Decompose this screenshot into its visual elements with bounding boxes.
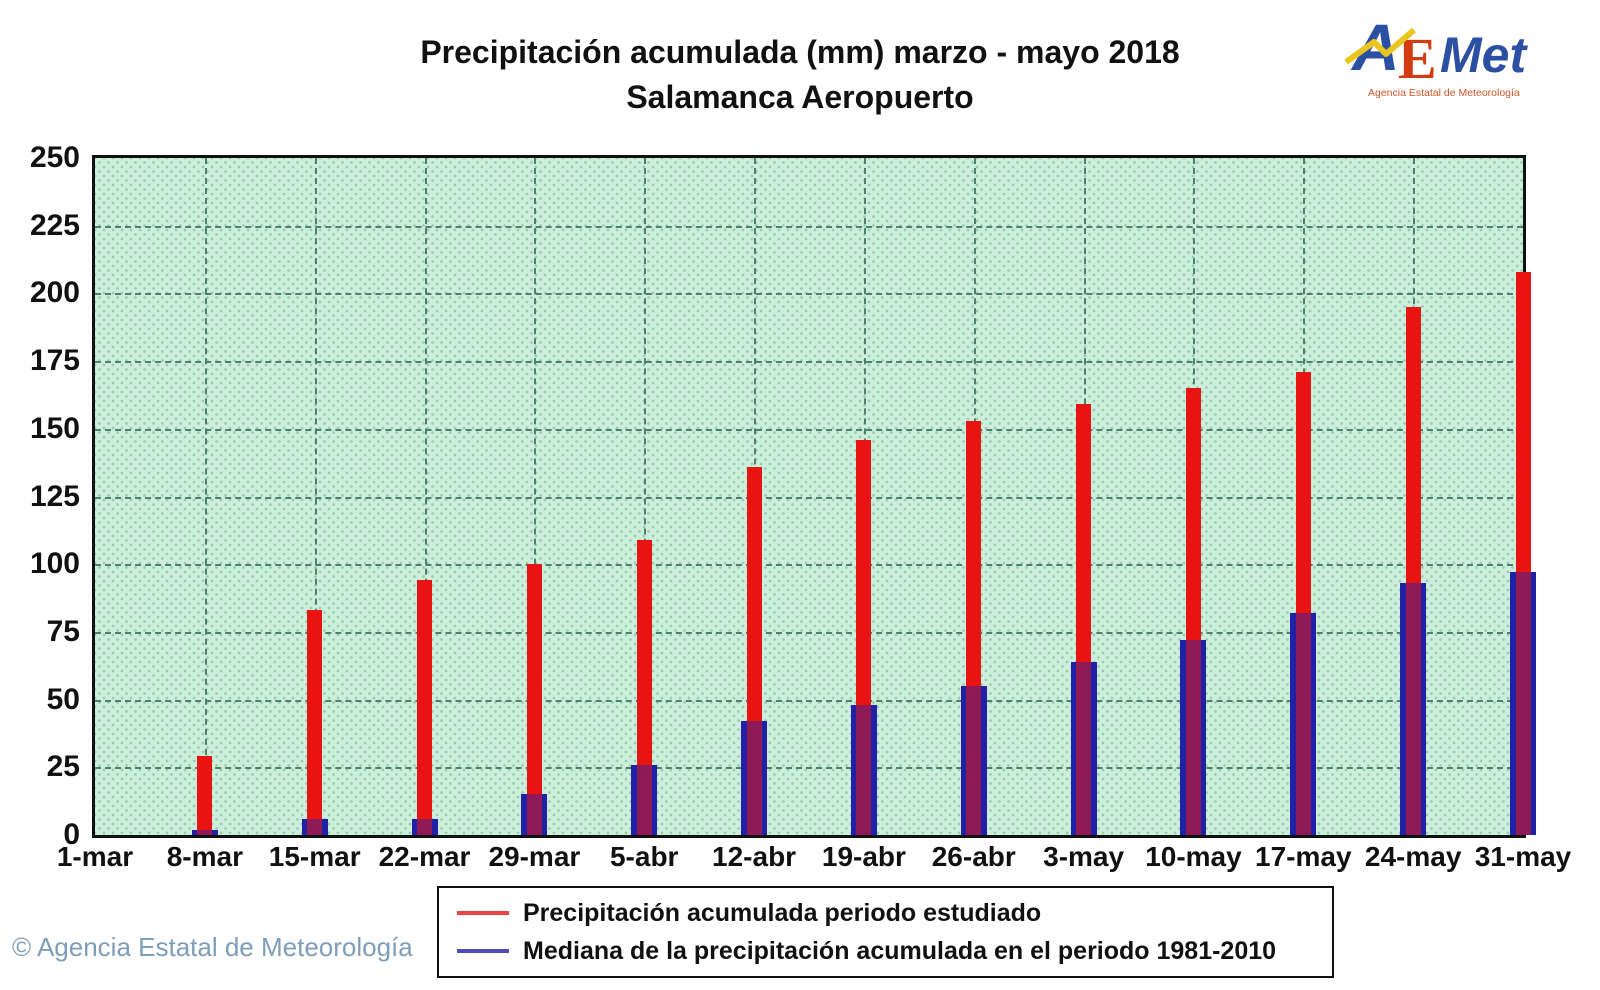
gridline-h-100 (95, 564, 1523, 567)
gridline-v-8-mar (204, 158, 207, 835)
bar-overlap-8-mar (197, 829, 213, 835)
gridline-v-29-mar (534, 158, 537, 835)
x-tick-label-15-mar: 15-mar (268, 841, 361, 872)
bar-accumulated-3-may (1076, 404, 1092, 835)
gridline-h-25 (95, 767, 1523, 770)
legend-item-1: Precipitación acumulada periodo estudiad… (457, 894, 1332, 932)
x-tick-label-3-may: 3-may (1043, 841, 1125, 872)
bar-overlap-31-may (1515, 572, 1531, 835)
bar-accumulated-12-abr (746, 466, 762, 835)
x-tick-label-24-may: 24-may (1364, 841, 1462, 872)
bar-accumulated-17-may (1295, 371, 1311, 835)
y-tick-label-225: 225 (29, 208, 80, 242)
gridline-h-150 (95, 428, 1523, 431)
y-tick-label-50: 50 (46, 682, 80, 716)
y-tick-label-175: 175 (29, 344, 80, 378)
bar-overlap-22-mar (417, 818, 433, 835)
x-tick-label-17-may: 17-may (1255, 841, 1352, 872)
gridline-h-125 (95, 496, 1523, 499)
x-tick-label-1-mar: 1-mar (56, 841, 134, 872)
bar-overlap-12-abr (746, 721, 762, 835)
y-tick-label-75: 75 (46, 614, 80, 648)
x-tick-label-5-abr: 5-abr (609, 841, 679, 872)
gridline-h-225 (95, 225, 1523, 228)
bar-accumulated-24-may (1405, 306, 1421, 835)
bar-accumulated-5-abr (636, 539, 652, 835)
gridline-h-175 (95, 361, 1523, 364)
bar-accumulated-22-mar (417, 580, 433, 835)
y-tick-label-100: 100 (29, 547, 80, 581)
chart-title-line2: Salamanca Aeropuerto (626, 79, 974, 115)
y-tick-label-200: 200 (29, 276, 80, 310)
x-tick-label-19-abr: 19-abr (821, 841, 906, 872)
y-tick-label-0: 0 (63, 818, 80, 851)
bar-accumulated-15-mar (307, 610, 323, 835)
aemet-logo: A E Met Agencia Estatal de Meteorología (1344, 10, 1528, 99)
x-axis-labels: 1-mar 8-mar 15-mar 22-mar 29-mar 5-abr 12-abr 1… (57, 841, 1571, 881)
x-tick-label-10-may: 10-may (1145, 841, 1242, 872)
bar-overlap-19-abr (856, 705, 872, 835)
logo-zigzag (1344, 27, 1416, 65)
bar-accumulated-8-mar (197, 756, 213, 835)
bar-overlap-3-may (1076, 661, 1092, 835)
bar-overlap-5-abr (636, 764, 652, 835)
bar-accumulated-10-may (1185, 388, 1201, 835)
gridline-v-22-mar (424, 158, 427, 835)
bar-overlap-24-may (1405, 583, 1421, 835)
gridline-h-200 (95, 293, 1523, 296)
chart-title: Precipitación acumulada (mm) marzo - may… (0, 30, 1600, 120)
bar-accumulated-26-abr (966, 420, 982, 835)
bar-overlap-10-may (1185, 640, 1201, 835)
y-tick-label-125: 125 (29, 479, 80, 513)
y-axis-labels: 0 25 50 75 100 125 150 175 200 225 250 (0, 141, 80, 851)
legend: Precipitación acumulada periodo estudiad… (437, 886, 1334, 978)
y-tick-label-250: 250 (29, 141, 80, 174)
x-tick-label-12-abr: 12-abr (712, 841, 797, 872)
bar-overlap-29-mar (526, 794, 542, 835)
bar-accumulated-19-abr (856, 439, 872, 835)
y-tick-label-150: 150 (29, 411, 80, 445)
x-tick-label-26-abr: 26-abr (931, 841, 1016, 872)
legend-items: Precipitación acumulada periodo estudiad… (439, 888, 1332, 970)
chart-title-line1: Precipitación acumulada (mm) marzo - may… (420, 34, 1180, 70)
gridline-v-5-abr (644, 158, 647, 835)
logo-subtext: Agencia Estatal de Meteorología (1368, 87, 1520, 99)
legend-swatch-2 (457, 949, 509, 953)
y-tick-label-25: 25 (46, 750, 80, 784)
legend-swatch-1 (457, 911, 509, 915)
x-tick-label-31-may: 31-may (1474, 841, 1572, 872)
legend-label-1: Precipitación acumulada periodo estudiad… (523, 898, 1042, 927)
x-tick-label-8-mar: 8-mar (166, 841, 243, 872)
x-tick-label-22-mar: 22-mar (378, 841, 471, 872)
bar-overlap-15-mar (307, 818, 323, 835)
copyright: © Agencia Estatal de Meteorología (12, 932, 413, 962)
legend-label-2: Mediana de la precipitación acumulada en… (523, 936, 1277, 965)
gridline-h-75 (95, 631, 1523, 634)
gridline-v-15-mar (314, 158, 317, 835)
legend-item-2: Mediana de la precipitación acumulada en… (457, 932, 1332, 970)
logo-letters-met: Met (1440, 27, 1528, 83)
bar-accumulated-31-may (1515, 271, 1531, 835)
x-tick-label-29-mar: 29-mar (488, 841, 581, 872)
bar-overlap-26-abr (966, 686, 982, 835)
bar-accumulated-29-mar (526, 564, 542, 835)
bar-overlap-17-may (1295, 612, 1311, 835)
plot-area (92, 155, 1536, 838)
gridline-h-50 (95, 699, 1523, 702)
